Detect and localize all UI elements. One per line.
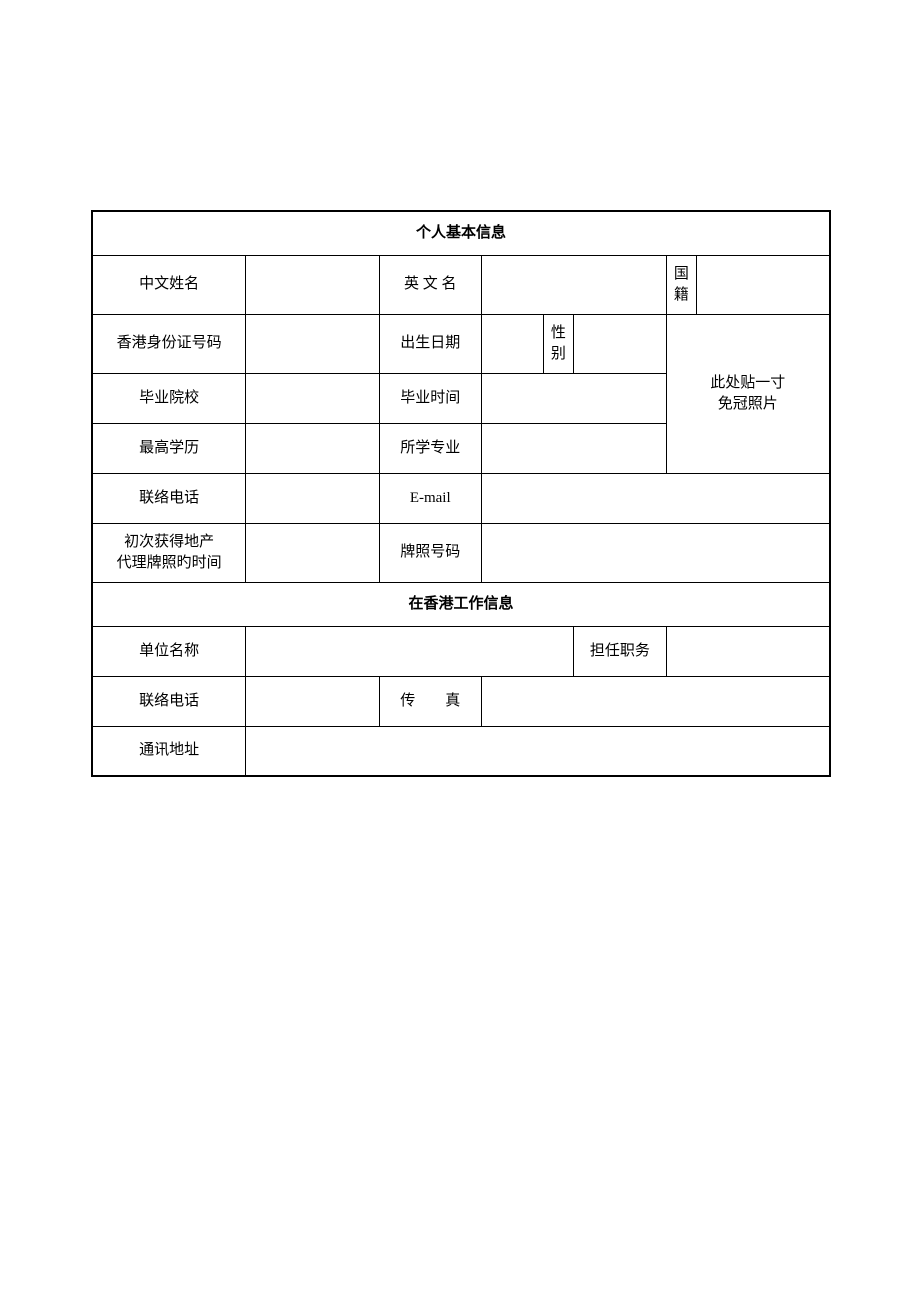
label-major: 所学专业 — [379, 423, 482, 473]
label-position: 担任职务 — [574, 626, 666, 676]
value-degree — [246, 423, 379, 473]
value-gender — [574, 314, 666, 373]
value-phone — [246, 473, 379, 523]
label-nationality: 国籍 — [666, 255, 697, 314]
photo-placeholder: 此处贴一寸免冠照片 — [666, 314, 830, 473]
value-fax — [482, 676, 831, 726]
label-fax: 传 真 — [379, 676, 482, 726]
form-table: 个人基本信息 中文姓名 英 文 名 国籍 香港身份证号码 出生日期 性别 此处贴… — [91, 210, 831, 777]
value-english-name — [482, 255, 667, 314]
value-grad-date — [482, 373, 667, 423]
label-degree: 最高学历 — [92, 423, 246, 473]
value-hk-id — [246, 314, 379, 373]
value-chinese-name — [246, 255, 379, 314]
label-birth-date: 出生日期 — [379, 314, 482, 373]
value-work-phone — [246, 676, 379, 726]
personal-section-header: 个人基本信息 — [92, 211, 830, 255]
value-address — [246, 726, 830, 776]
label-phone: 联络电话 — [92, 473, 246, 523]
label-grad-date: 毕业时间 — [379, 373, 482, 423]
value-position — [666, 626, 830, 676]
value-major — [482, 423, 667, 473]
value-first-license — [246, 523, 379, 582]
label-work-phone: 联络电话 — [92, 676, 246, 726]
label-email: E-mail — [379, 473, 482, 523]
label-first-license: 初次获得地产代理牌照旳时间 — [92, 523, 246, 582]
value-school — [246, 373, 379, 423]
label-school: 毕业院校 — [92, 373, 246, 423]
label-company: 单位名称 — [92, 626, 246, 676]
value-birth-date — [482, 314, 544, 373]
value-license-no — [482, 523, 831, 582]
value-company — [246, 626, 574, 676]
label-gender: 性别 — [543, 314, 574, 373]
label-chinese-name: 中文姓名 — [92, 255, 246, 314]
label-address: 通讯地址 — [92, 726, 246, 776]
label-english-name: 英 文 名 — [379, 255, 482, 314]
work-section-header: 在香港工作信息 — [92, 582, 830, 626]
label-license-no: 牌照号码 — [379, 523, 482, 582]
value-email — [482, 473, 831, 523]
label-hk-id: 香港身份证号码 — [92, 314, 246, 373]
value-nationality — [697, 255, 830, 314]
